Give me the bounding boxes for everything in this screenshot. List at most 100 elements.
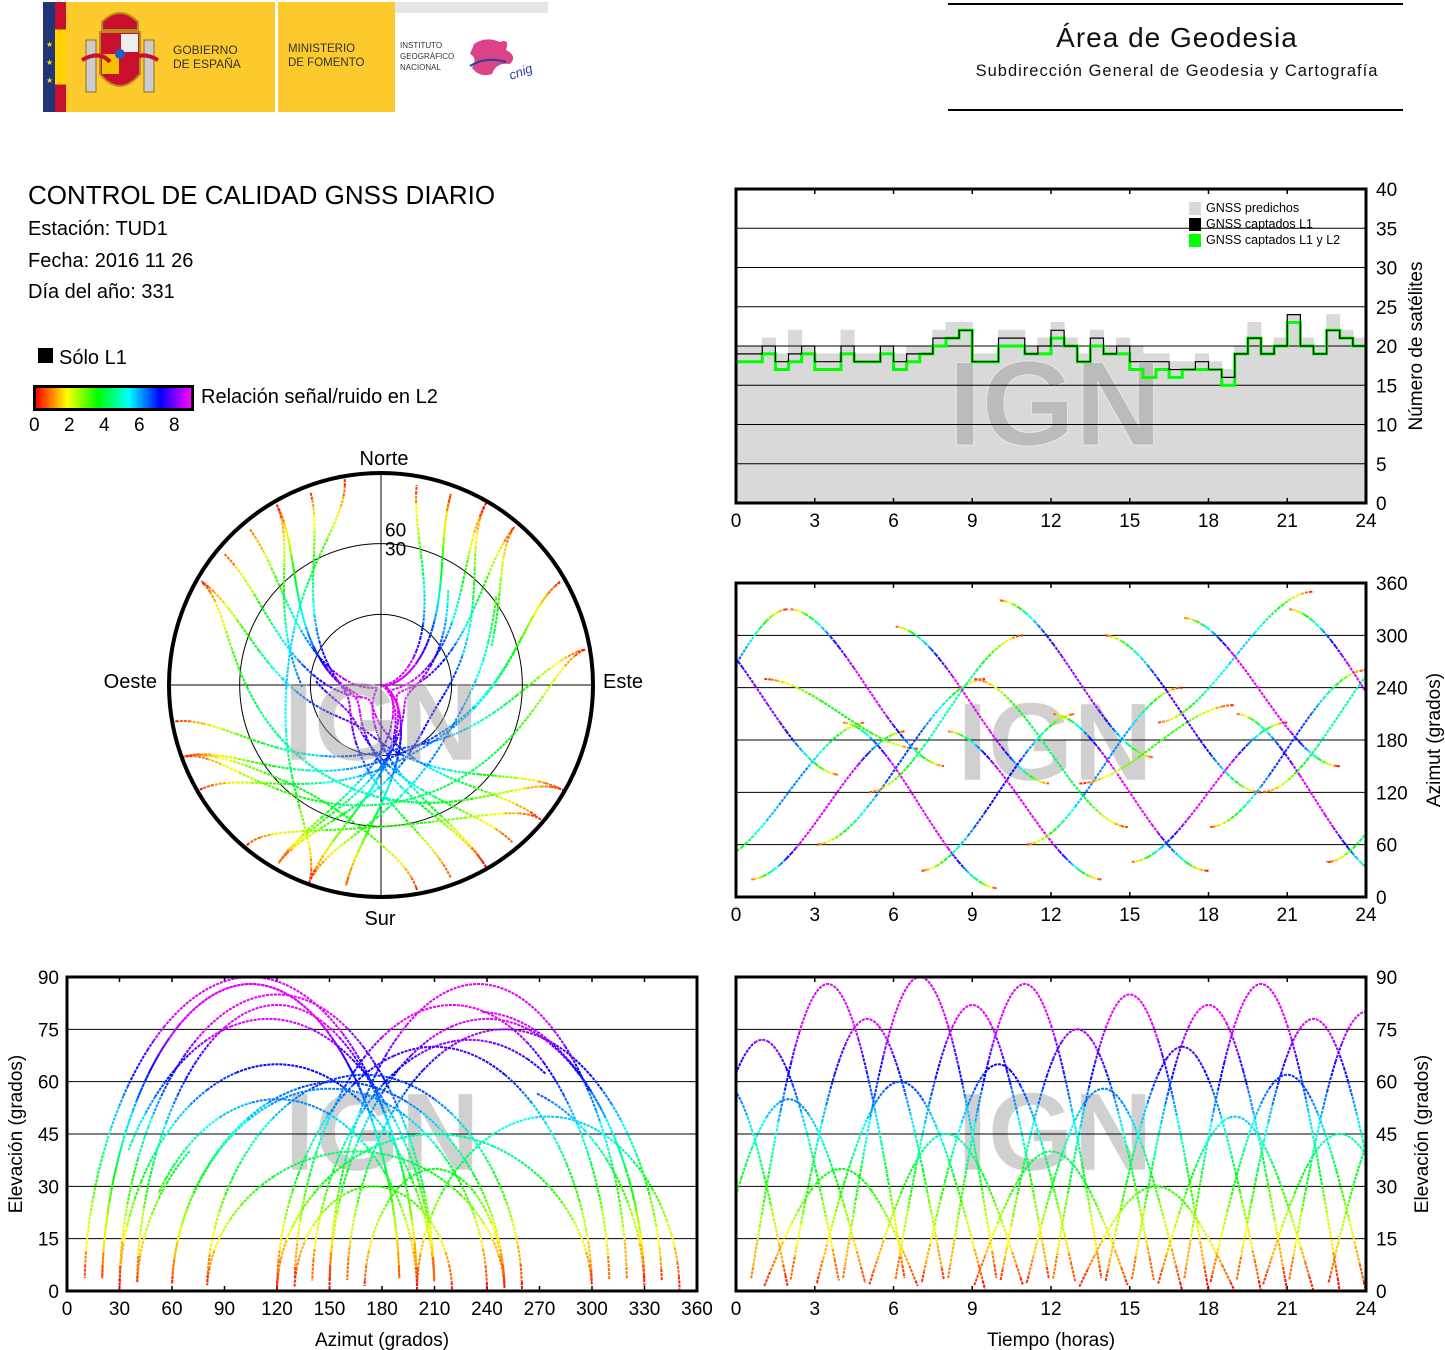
track-segment: [1195, 692, 1206, 703]
track-segment: [347, 814, 354, 823]
satellite-track: [842, 721, 997, 890]
track-segment: [1253, 1260, 1260, 1282]
elevation_time-frame: [734, 975, 1368, 1293]
track-segment: [1171, 832, 1177, 839]
track-segment: [808, 615, 813, 620]
track-segment: [400, 786, 408, 794]
track-segment: [1061, 813, 1070, 823]
track-segment: [498, 727, 520, 750]
track-segment: [478, 1232, 484, 1250]
track-segment: [261, 762, 276, 768]
track-segment: [1059, 715, 1066, 720]
gobierno-logo: GOBIERNO DE ESPAÑA: [66, 2, 275, 112]
track-segment: [303, 824, 309, 837]
track-segment: [901, 1265, 906, 1279]
track-segment: [882, 1048, 887, 1058]
track-segment: [378, 786, 389, 800]
track-segment: [776, 679, 784, 684]
track-segment: [283, 608, 287, 625]
track-segment: [1246, 715, 1250, 719]
track-segment: [847, 725, 854, 729]
track-segment: [436, 720, 459, 737]
track-segment: [247, 1103, 272, 1121]
track-segment: [759, 875, 763, 879]
track-segment: [1028, 1150, 1072, 1166]
track-segment: [1316, 684, 1361, 747]
track-segment: [369, 1133, 494, 1150]
satellite-track: [1131, 721, 1288, 864]
track-segment: [1188, 1181, 1195, 1206]
track-segment: [133, 1158, 139, 1171]
track-segment: [874, 1110, 881, 1133]
track-segment: [416, 1269, 420, 1284]
track-segment: [1157, 1268, 1164, 1284]
track-segment: [1062, 1193, 1069, 1218]
gov-line1: GOBIERNO: [173, 43, 238, 57]
track-segment: [911, 632, 918, 637]
track-segment: [136, 1273, 139, 1283]
track-segment: [976, 1090, 983, 1111]
track-segment: [1328, 763, 1334, 767]
track-segment: [917, 1132, 924, 1154]
track-segment: [895, 1236, 904, 1252]
ign-line3: NACIONAL: [400, 63, 441, 72]
track-segment: [208, 1151, 219, 1166]
track-segment: [532, 604, 541, 617]
track-segment: [1340, 853, 1347, 859]
track-segment: [277, 1258, 282, 1272]
track-segment: [376, 1053, 388, 1073]
track-segment: [937, 763, 942, 767]
track-segment: [1162, 1216, 1169, 1233]
track-segment: [361, 795, 368, 804]
track-segment: [974, 744, 979, 748]
track-segment: [491, 610, 496, 624]
track-segment: [976, 745, 983, 752]
legend-swatch: [1189, 202, 1201, 215]
track-segment: [790, 1210, 799, 1224]
track-segment: [1240, 713, 1244, 717]
track-segment: [415, 1189, 423, 1208]
track-segment: [409, 732, 423, 754]
track-segment: [276, 1271, 280, 1285]
track-segment: [472, 602, 478, 611]
track-segment: [1183, 1265, 1188, 1279]
track-segment: [383, 748, 389, 756]
track-segment: [833, 1060, 840, 1075]
track-segment: [776, 1240, 785, 1257]
track-segment: [249, 528, 256, 538]
track-segment: [440, 1182, 449, 1195]
track-segment: [753, 877, 758, 881]
track-segment: [1186, 1170, 1191, 1182]
track-segment: [376, 759, 387, 772]
track-segment: [1161, 1254, 1168, 1270]
track-segment: [1184, 706, 1191, 712]
track-segment: [1040, 1142, 1047, 1158]
x-tick-label: 3: [809, 1299, 820, 1320]
track-segment: [410, 1084, 436, 1101]
track-segment: [790, 848, 797, 855]
track-segment: [1327, 687, 1334, 694]
y-tick-label: 20: [1376, 337, 1397, 358]
track-segment: [480, 1057, 506, 1076]
track-segment: [351, 728, 357, 743]
track-segment: [1064, 714, 1070, 718]
track-segment: [122, 1225, 129, 1245]
track-segment: [644, 1176, 654, 1189]
track-segment: [459, 833, 473, 849]
track-segment: [144, 1096, 157, 1114]
track-segment: [956, 842, 963, 849]
track-segment: [341, 1084, 354, 1098]
track-segment: [306, 1174, 311, 1186]
track-segment: [802, 612, 806, 615]
track-segment: [1128, 1115, 1138, 1131]
track-segment: [1059, 714, 1062, 717]
track-segment: [887, 1218, 898, 1238]
track-segment: [901, 626, 905, 630]
satellite-track: [999, 1028, 1155, 1281]
track-segment: [1349, 846, 1355, 853]
track-segment: [338, 770, 473, 807]
track-segment: [442, 528, 446, 538]
track-segment: [209, 724, 224, 731]
track-segment: [341, 835, 353, 846]
track-segment: [444, 1252, 451, 1266]
